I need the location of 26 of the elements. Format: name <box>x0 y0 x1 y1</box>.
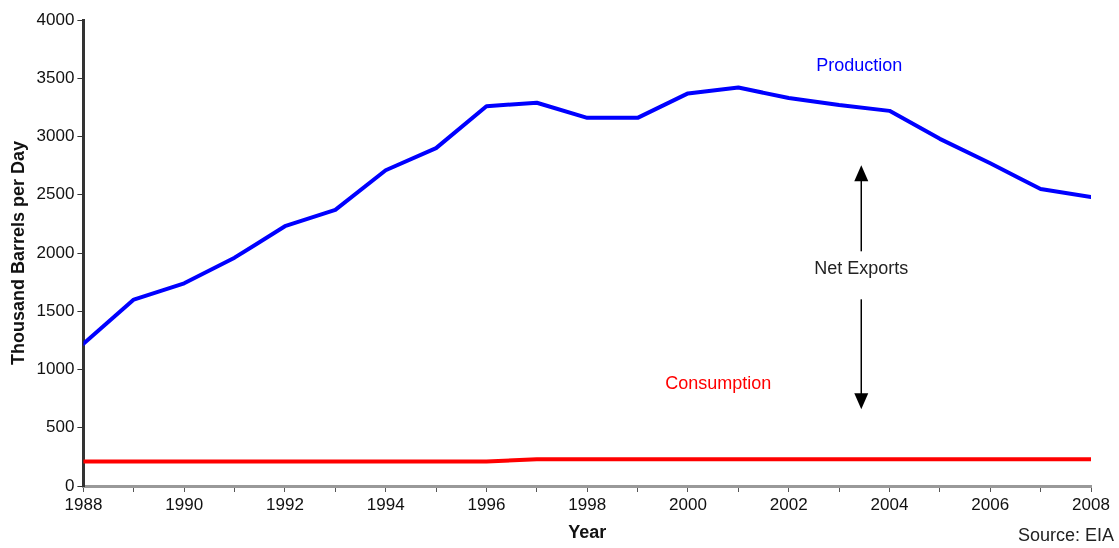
x-axis-title: Year <box>568 522 607 543</box>
y-tick-label: 0 <box>64 475 75 495</box>
x-tick-label: 1992 <box>266 494 304 514</box>
y-tick-label: 3000 <box>36 126 75 146</box>
x-tick-label: 2002 <box>769 494 808 514</box>
annotation: Net Exports <box>814 258 909 279</box>
x-tick-label: 2000 <box>669 494 707 514</box>
y-tick-label: 2000 <box>36 242 75 262</box>
y-tick-label: 3500 <box>36 67 75 87</box>
x-tick-label: 2006 <box>971 494 1010 514</box>
x-tick-label: 2008 <box>1072 494 1110 514</box>
x-tick-label: 1998 <box>568 494 607 514</box>
y-axis-title: Thousand Barrels per Day <box>7 140 28 366</box>
x-tick-label: 1988 <box>64 494 103 514</box>
y-tick-label: 1000 <box>36 359 75 379</box>
text: Consumption <box>665 373 772 394</box>
x-tick-label: 2004 <box>870 494 909 514</box>
source-note: Source: EIA <box>1017 524 1114 545</box>
x-tick-label: 1996 <box>467 494 506 514</box>
series-label: Production <box>816 54 903 75</box>
y-tick-label: 4000 <box>36 9 75 29</box>
y-tick-label: 2500 <box>36 184 75 204</box>
x-tick-label: 1994 <box>366 494 405 514</box>
x-tick-label: 1990 <box>165 494 204 514</box>
y-tick-label: 1500 <box>36 300 75 320</box>
y-tick-label: 500 <box>46 417 75 437</box>
